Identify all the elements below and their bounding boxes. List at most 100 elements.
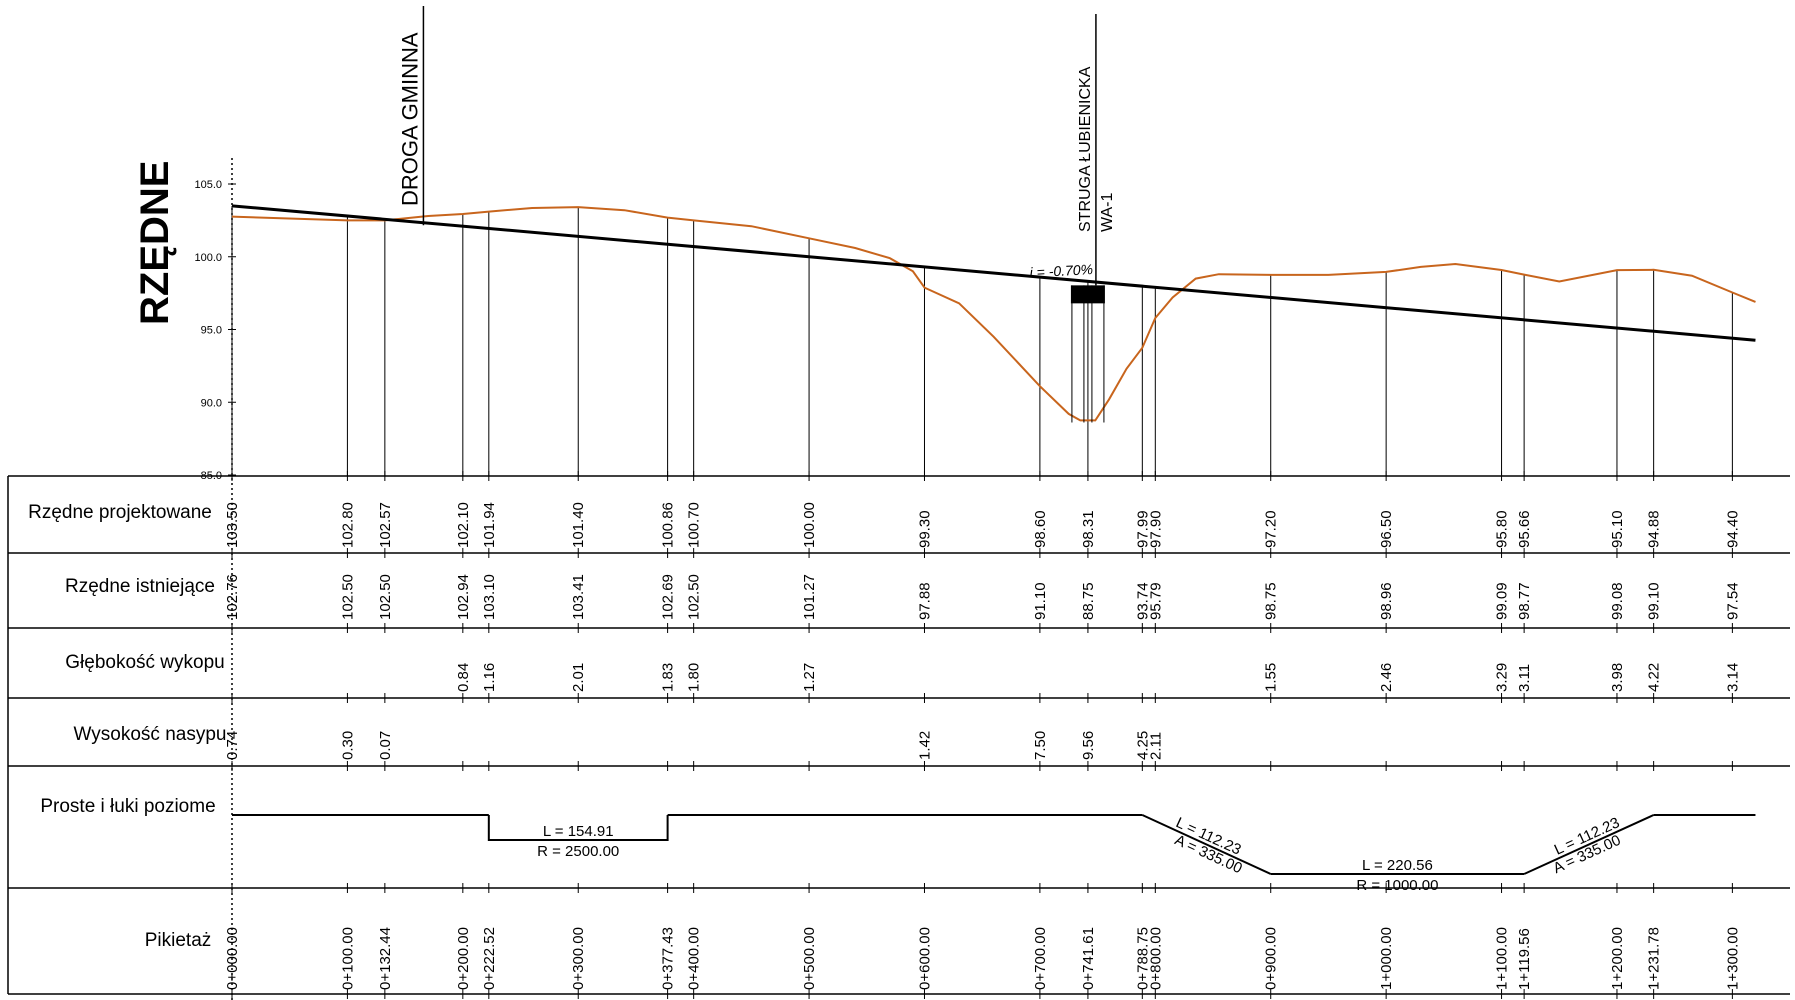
row-labels: Rzędne projektowane Rzędne istniejące Gł… (28, 502, 226, 951)
arc-radius-label: R = 2500.00 (537, 843, 619, 860)
row-label-chainage: Pikietaż (145, 930, 212, 951)
chainage-value: 1+100.00 (1494, 927, 1511, 990)
existing-elevation: 93.74 (1134, 582, 1151, 620)
existing-elevation: 91.10 (1032, 582, 1049, 620)
chainage-value: 0+741.61 (1080, 927, 1097, 990)
fill-height: 0.30 (339, 731, 356, 760)
projected-elevation: 95.66 (1516, 510, 1533, 548)
arc-radius-label: R = 1000.00 (1356, 877, 1438, 894)
projected-elevation: 95.80 (1494, 510, 1511, 548)
chainage-value: 0+200.00 (455, 927, 472, 990)
projected-elevation: 100.00 (801, 502, 818, 548)
chainage-value: 0+300.00 (570, 927, 587, 990)
y-tick-label: 105.0 (194, 179, 222, 191)
projected-elevation: 98.60 (1032, 510, 1049, 548)
y-tick-label: 95.0 (201, 325, 222, 337)
existing-elevation: 98.75 (1263, 582, 1280, 620)
existing-elevation: 88.75 (1080, 582, 1097, 620)
projected-elevation: 101.40 (570, 502, 587, 548)
chainage-value: 0+800.00 (1147, 927, 1164, 990)
projected-elevation: 101.94 (481, 502, 498, 548)
data-table-frame (7, 471, 1790, 999)
existing-elevation: 98.77 (1516, 582, 1533, 620)
design-grade-line (231, 204, 1756, 342)
projected-elevation: 94.40 (1724, 510, 1741, 548)
chainage-value: 1+231.78 (1646, 927, 1663, 990)
cut-depth: 0.84 (455, 663, 472, 692)
projected-elevation: 100.86 (660, 502, 677, 548)
chainage-value: 0+132.44 (377, 927, 394, 990)
fill-height: 1.42 (916, 731, 933, 760)
chainage-value: 0+377.43 (660, 927, 677, 990)
chainage-value: 1+300.00 (1724, 927, 1741, 990)
stream-crossing-marker: STRUGA ŁUBIENICKA WA-1 (1077, 14, 1116, 286)
alignment-transition (1523, 814, 1655, 875)
row-label-projected: Rzędne projektowane (28, 502, 212, 523)
cut-depth: 1.27 (801, 663, 818, 692)
existing-elevation: 95.79 (1147, 582, 1164, 620)
projected-elevation: 102.10 (455, 502, 472, 548)
existing-elevation: 97.88 (916, 582, 933, 620)
chainage-value: 0+222.52 (481, 927, 498, 990)
projected-elevation: 100.70 (686, 502, 703, 548)
row-label-existing: Rzędne istniejące (65, 576, 215, 597)
chainage-value: 0+900.00 (1263, 927, 1280, 990)
existing-elevation: 98.96 (1378, 582, 1395, 620)
existing-ground-line (231, 206, 1756, 422)
projected-elevation: 97.90 (1147, 510, 1164, 548)
existing-elevation: 101.27 (801, 574, 818, 620)
cut-depth: 4.22 (1646, 663, 1663, 692)
projected-elevation: 97.99 (1134, 510, 1151, 548)
projected-elevation: 98.31 (1080, 510, 1097, 548)
profile-title: RZĘDNE (133, 161, 177, 325)
chainage-value: 0+788.75 (1134, 927, 1151, 990)
fill-height: 7.50 (1032, 731, 1049, 760)
existing-elevation: 99.08 (1609, 582, 1626, 620)
fill-height: 9.56 (1080, 731, 1097, 760)
gradient-label: i = -0.70% (1029, 261, 1093, 280)
culvert-id-label: WA-1 (1099, 192, 1116, 232)
road-crossing-marker: DROGA GMINNA (397, 6, 425, 226)
arc-length-label: L = 220.56 (1362, 857, 1433, 874)
stream-label: STRUGA ŁUBIENICKA (1077, 66, 1094, 232)
chainage-value: 0+500.00 (801, 927, 818, 990)
chainage-value: 1+119.56 (1516, 928, 1533, 990)
chainage-value: 1+000.00 (1378, 927, 1395, 990)
cut-depth: 2.46 (1378, 663, 1395, 692)
alignment-arc (487, 815, 669, 841)
cut-depth: 2.01 (570, 663, 587, 692)
arc-length-label: L = 154.91 (543, 823, 614, 840)
cut-depth: 3.29 (1494, 663, 1511, 692)
chainage-value: 0+100.00 (339, 927, 356, 990)
existing-elevation: 97.54 (1724, 582, 1741, 620)
alignment-diagram: L = 154.91R = 2500.00 L = 112.23A = 335.0… (232, 814, 1756, 894)
projected-elevation: 96.50 (1378, 510, 1395, 548)
row-label-cut: Głębokość wykopu (65, 652, 224, 673)
table-values: 103.50 102.76 0.74 0+000.00 102.80 102.50 0.30… (224, 502, 1741, 990)
existing-elevation: 102.50 (377, 574, 394, 620)
existing-elevation: 102.50 (339, 574, 356, 620)
alignment-transition (1141, 814, 1272, 875)
cut-depth: 3.11 (1516, 664, 1533, 692)
chainage-value: 0+400.00 (686, 927, 703, 990)
projected-elevation: 95.10 (1609, 510, 1626, 548)
existing-elevation: 99.10 (1646, 582, 1663, 620)
existing-elevation: 102.69 (660, 574, 677, 620)
existing-elevation: 102.50 (686, 574, 703, 620)
cut-depth: 3.14 (1724, 663, 1741, 692)
cut-depth: 1.83 (660, 663, 677, 692)
existing-elevation: 99.09 (1494, 582, 1511, 620)
chainage-value: 0+700.00 (1032, 927, 1049, 990)
projected-elevation: 94.88 (1646, 510, 1663, 548)
cut-depth: 1.80 (686, 663, 703, 692)
y-tick-label: 90.0 (201, 397, 222, 409)
row-label-alignment: Proste i łuki poziome (40, 796, 215, 817)
cut-depth: 1.16 (481, 663, 498, 692)
road-label: DROGA GMINNA (397, 32, 422, 206)
culvert-box (1070, 285, 1105, 304)
cut-depth: 1.55 (1263, 663, 1280, 692)
fill-height: 0.07 (377, 731, 394, 760)
projected-elevation: 102.80 (339, 502, 356, 548)
projected-elevation: 103.50 (224, 502, 241, 548)
